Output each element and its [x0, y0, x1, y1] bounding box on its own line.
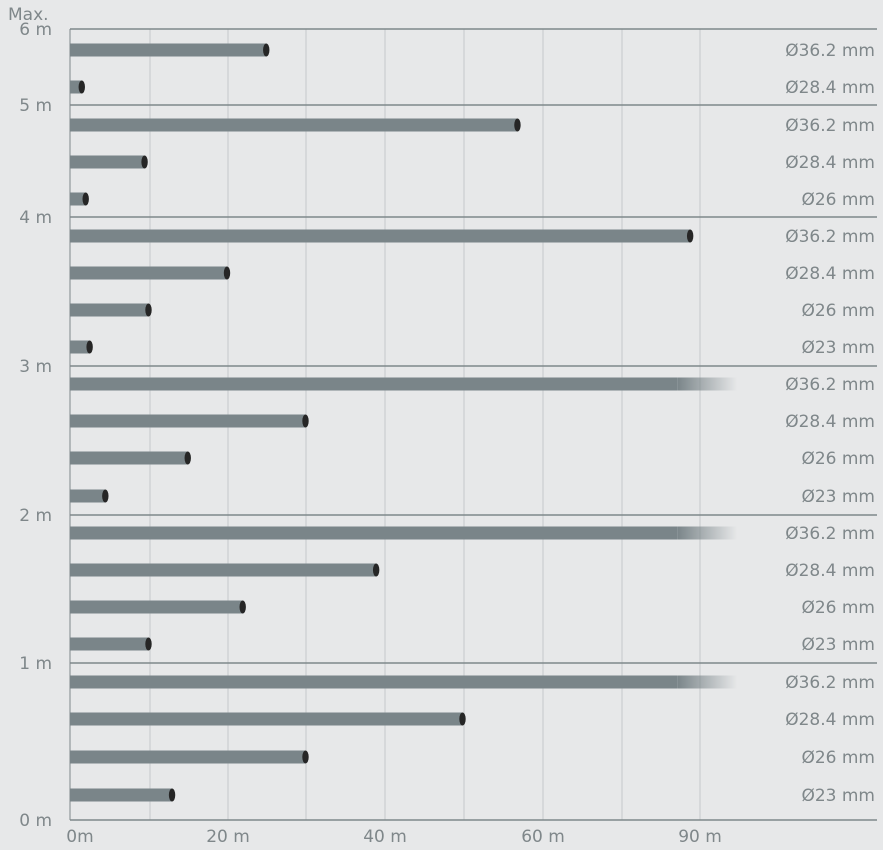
x-tick-label: 60 m: [521, 827, 565, 847]
diameter-label: Ø36.2 mm: [785, 41, 875, 61]
y-axis-label: Max.: [8, 5, 49, 25]
bar-end-cap: [78, 80, 85, 94]
diameter-label: Ø26 mm: [801, 598, 875, 618]
bar: [70, 788, 173, 802]
diameter-label: Ø23 mm: [801, 487, 875, 507]
bar: [70, 526, 678, 540]
bar-end-cap: [302, 414, 309, 428]
bar: [70, 303, 149, 317]
y-tick-label: 0 m: [19, 811, 52, 831]
bar-fade: [677, 675, 738, 689]
bar: [70, 563, 377, 577]
diameter-label: Ø26 mm: [801, 449, 875, 469]
diameter-label: Ø36.2 mm: [785, 673, 875, 693]
grid-lines: [69, 29, 701, 820]
x-tick-label: 90 m: [678, 827, 722, 847]
bar-end-cap: [184, 451, 191, 465]
y-tick-label: 3 m: [19, 357, 52, 377]
diameter-label: Ø36.2 mm: [785, 524, 875, 544]
bar: [70, 80, 82, 94]
bar: [70, 489, 106, 503]
bar-end-cap: [372, 563, 380, 577]
diameter-label: Ø28.4 mm: [785, 561, 875, 581]
diameter-label: Ø26 mm: [801, 748, 875, 768]
bar: [70, 712, 463, 726]
diameter-label: Ø28.4 mm: [785, 78, 875, 98]
x-tick-label: 0m: [66, 827, 93, 847]
diameter-label: Ø36.2 mm: [785, 116, 875, 136]
diameter-label: Ø28.4 mm: [785, 710, 875, 730]
diameter-label: Ø36.2 mm: [785, 375, 875, 395]
bar: [70, 43, 267, 57]
bar: [70, 750, 306, 764]
bar-end-cap: [82, 192, 89, 206]
y-tick-label: 2 m: [19, 506, 52, 526]
bar-end-cap: [514, 118, 521, 132]
bar: [70, 637, 149, 651]
y-tick-label: 1 m: [19, 654, 52, 674]
bar: [70, 451, 188, 465]
bar-end-cap: [239, 600, 246, 614]
bar-end-cap: [302, 750, 309, 764]
bar-end-cap: [459, 712, 466, 726]
y-tick-label: 6 m: [19, 20, 52, 40]
bar: [70, 340, 90, 354]
y-tick-label: 5 m: [19, 96, 52, 116]
diameter-label: Ø36.2 mm: [785, 227, 875, 247]
bar-end-cap: [223, 266, 231, 280]
diameter-label: Ø26 mm: [801, 301, 875, 321]
diameter-label: Ø23 mm: [801, 338, 875, 358]
diameter-label: Ø23 mm: [801, 786, 875, 806]
bars: [70, 43, 738, 802]
bar: [70, 675, 678, 689]
bar-end-cap: [86, 340, 93, 354]
x-tick-label: 20 m: [206, 827, 250, 847]
diameter-label: Ø28.4 mm: [785, 264, 875, 284]
bar: [70, 192, 86, 206]
diameter-label: Ø28.4 mm: [785, 153, 875, 173]
bar-end-cap: [263, 43, 270, 57]
bar-fade: [677, 526, 738, 540]
bar: [70, 118, 518, 132]
bar: [70, 229, 691, 243]
bar-end-cap: [686, 229, 694, 243]
y-tick-label: 4 m: [19, 208, 52, 228]
bar: [70, 414, 306, 428]
bar-end-cap: [145, 637, 152, 651]
diameter-label: Ø28.4 mm: [785, 412, 875, 432]
bar: [70, 155, 145, 169]
x-tick-label: 40 m: [363, 827, 407, 847]
bar-end-cap: [102, 489, 109, 503]
bar-fade: [677, 377, 738, 391]
diameter-label: Ø26 mm: [801, 190, 875, 210]
bar: [70, 266, 227, 280]
bar: [70, 600, 243, 614]
bar-end-cap: [141, 155, 148, 169]
bar: [70, 377, 678, 391]
bar-end-cap: [145, 303, 152, 317]
labels: Max. 0 m 1 m 2 m 3 m 4 m 5 m 6 m 0m 20 m 40 m 60 m…: [8, 5, 875, 847]
bar-end-cap: [168, 788, 176, 802]
diameter-label: Ø23 mm: [801, 635, 875, 655]
